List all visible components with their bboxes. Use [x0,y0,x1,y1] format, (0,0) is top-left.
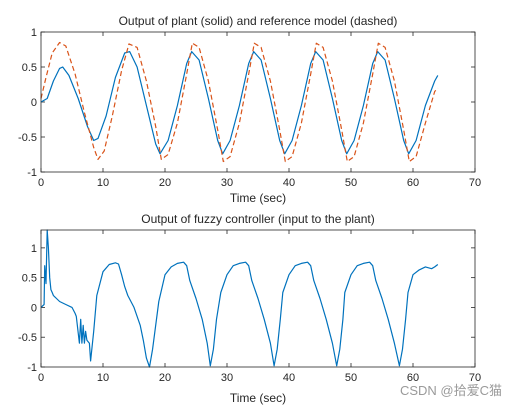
top-y-tick-label: 1 [31,27,37,39]
top-series-group [40,41,439,163]
bottom-y-tick-label: -1 [27,362,37,374]
bottom-y-tick-label: 0 [31,302,37,314]
top-x-tick-label: 70 [469,177,481,189]
top-x-tick-label: 0 [38,177,44,189]
top-axes-box [40,31,476,173]
bottom-series-group [40,229,439,368]
top-subplot: Output of plant (solid) and reference mo… [18,14,481,205]
top-x-axis-label: Time (sec) [230,191,286,205]
top-axes-ticks: 0 10 20 30 40 50 60 70 -1 -0.5 0 0.5 1 [18,27,481,189]
watermark-text: CSDN @拾爱C猫 [400,383,502,398]
top-x-tick-label: 30 [221,177,233,189]
bottom-x-tick-label: 50 [345,372,357,384]
top-series-solid-line [40,50,439,155]
bottom-axes-box [40,229,476,368]
bottom-x-tick-label: 70 [469,372,481,384]
bottom-y-tick-label: 0.5 [22,273,37,285]
bottom-x-tick-label: 30 [221,372,233,384]
bottom-x-tick-label: 60 [407,372,419,384]
top-y-tick-label: 0.5 [22,62,37,74]
bottom-x-axis-label: Time (sec) [230,391,286,405]
bottom-axes-ticks: 0 10 20 30 40 50 60 70 -1 -0.5 0 0.5 1 [18,230,481,384]
bottom-x-tick-label: 40 [283,372,295,384]
top-x-tick-label: 10 [97,177,109,189]
bottom-subplot: Output of fuzzy controller (input to the… [18,212,481,405]
top-x-tick-label: 50 [345,177,357,189]
top-series-dashed-line [40,41,439,163]
bottom-x-tick-label: 10 [97,372,109,384]
top-x-tick-label: 40 [283,177,295,189]
top-chart-title: Output of plant (solid) and reference mo… [119,14,398,28]
bottom-y-tick-label: -0.5 [18,332,37,344]
bottom-x-tick-label: 20 [159,372,171,384]
bottom-chart-title: Output of fuzzy controller (input to the… [141,212,374,226]
bottom-series-solid-line [40,229,439,368]
top-y-tick-label: 0 [31,97,37,109]
top-x-tick-label: 60 [407,177,419,189]
top-y-tick-label: -1 [27,167,37,179]
bottom-x-tick-label: 0 [38,372,44,384]
top-x-tick-label: 20 [159,177,171,189]
top-y-tick-label: -0.5 [18,132,37,144]
bottom-y-tick-label: 1 [31,243,37,255]
